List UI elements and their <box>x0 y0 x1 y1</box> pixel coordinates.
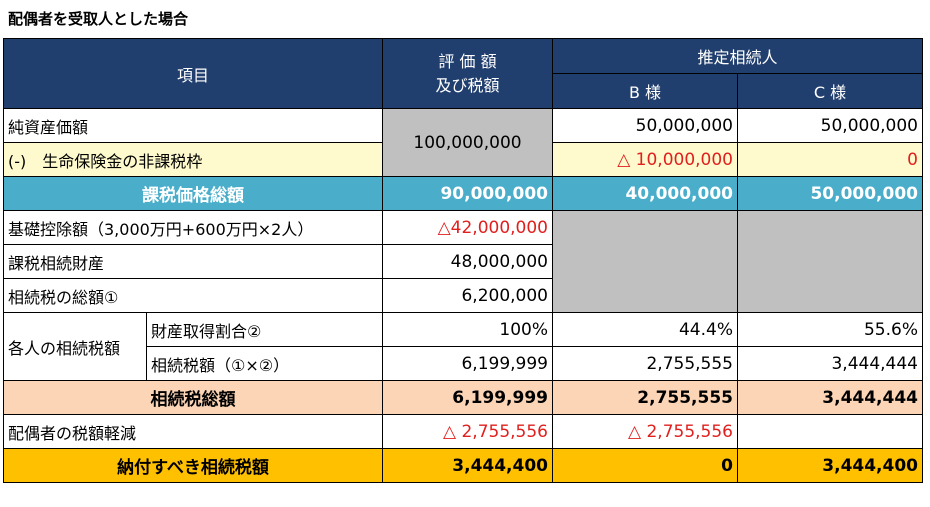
row-label-net-assets: 純資産価額 <box>3 108 383 143</box>
insurance-b: △ 10,000,000 <box>552 142 738 177</box>
net-assets-value: 100,000,000 <box>382 108 553 177</box>
row-label-payable: 納付すべき相続税額 <box>3 448 383 483</box>
net-assets-c: 50,000,000 <box>737 108 923 143</box>
row-label-total-tax: 相続税の総額① <box>3 278 383 313</box>
payable-b: 0 <box>552 448 738 483</box>
row-label-basic-deduction: 基礎控除額（3,000万円+600万円×2人） <box>3 210 383 245</box>
taxable-total-b: 40,000,000 <box>552 176 738 211</box>
basic-deduction-value: △42,000,000 <box>382 210 553 245</box>
gray-block-c <box>737 210 923 313</box>
taxable-inheritance-value: 48,000,000 <box>382 244 553 279</box>
spouse-reduction-value: △ 2,755,556 <box>382 414 553 449</box>
inheritance-tax-table: 項目 評 価 額 及び税額 推定相続人 B 様 C 様 純資産価額 100,00… <box>3 38 923 483</box>
tax-sum-value: 6,199,999 <box>382 380 553 415</box>
tax-sum-b: 2,755,555 <box>552 380 738 415</box>
share-value: 100% <box>382 312 553 347</box>
insurance-c: 0 <box>737 142 923 177</box>
page-title: 配偶者を受取人とした場合 <box>8 10 189 28</box>
share-c: 55.6% <box>737 312 923 347</box>
payable-value: 3,444,400 <box>382 448 553 483</box>
taxable-total-c: 50,000,000 <box>737 176 923 211</box>
taxable-total-value: 90,000,000 <box>382 176 553 211</box>
header-item: 項目 <box>3 38 383 109</box>
header-valuation: 評 価 額 及び税額 <box>382 38 553 109</box>
share-b: 44.4% <box>552 312 738 347</box>
header-heir-c: C 様 <box>737 73 923 109</box>
row-label-insurance: (-) 生命保険金の非課税枠 <box>3 142 383 177</box>
payable-c: 3,444,400 <box>737 448 923 483</box>
header-heir-b: B 様 <box>552 73 738 109</box>
row-label-spouse-reduction: 配偶者の税額軽減 <box>3 414 383 449</box>
total-tax-value: 6,200,000 <box>382 278 553 313</box>
spouse-reduction-b: △ 2,755,556 <box>552 414 738 449</box>
row-label-tax-amount: 相続税額（①×②） <box>146 346 383 381</box>
tax-amount-c: 3,444,444 <box>737 346 923 381</box>
row-label-share: 財産取得割合② <box>146 312 383 347</box>
header-heirs: 推定相続人 <box>552 38 923 74</box>
row-label-tax-sum: 相続税総額 <box>3 380 383 415</box>
spouse-reduction-c <box>737 414 923 449</box>
tax-sum-c: 3,444,444 <box>737 380 923 415</box>
tax-amount-b: 2,755,555 <box>552 346 738 381</box>
row-label-taxable-total: 課税価格総額 <box>3 176 383 211</box>
tax-amount-value: 6,199,999 <box>382 346 553 381</box>
net-assets-b: 50,000,000 <box>552 108 738 143</box>
header-valuation-line2: 及び税額 <box>435 75 500 95</box>
gray-block-b <box>552 210 738 313</box>
row-label-each-tax: 各人の相続税額 <box>3 312 147 381</box>
row-label-taxable-inheritance: 課税相続財産 <box>3 244 383 279</box>
header-valuation-line1: 評 価 額 <box>438 51 497 71</box>
